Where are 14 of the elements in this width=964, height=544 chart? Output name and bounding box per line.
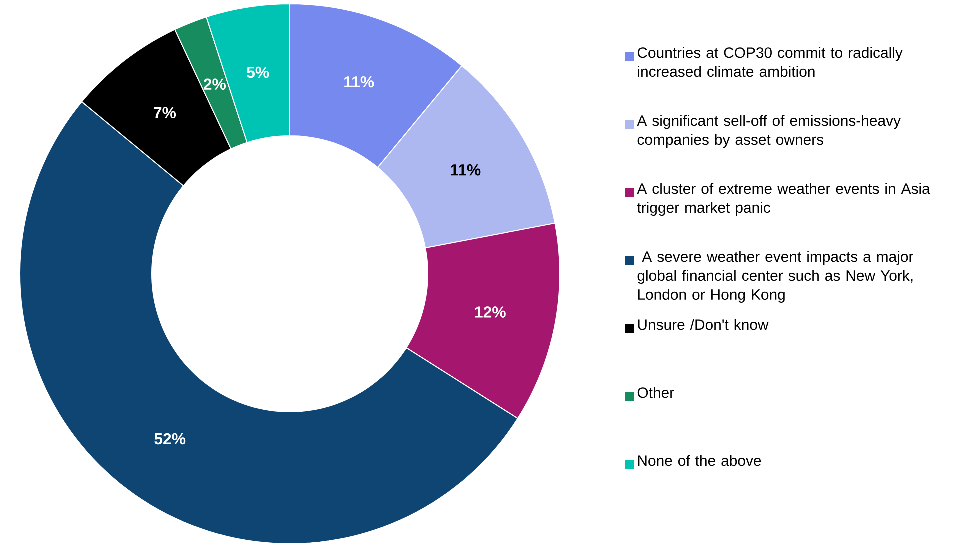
legend-label: A severe weather event impacts a major global financial center such as New York, London or Hong Kong	[638, 250, 914, 303]
data-label: 11%	[451, 164, 481, 176]
data-label: 7%	[154, 106, 176, 118]
data-label: 2%	[204, 78, 226, 90]
legend-label: Unsure /Don't know	[638, 318, 769, 330]
data-label: 52%	[154, 433, 186, 444]
legend-label: Countries at COP30 commit to radically increased climate ambition	[638, 46, 903, 77]
data-label: 5%	[247, 66, 270, 78]
legend-label: None of the above	[638, 454, 762, 466]
data-label: 12%	[475, 306, 506, 318]
legend-label: A significant sell-off of emissions-heavy companies by asset owners	[637, 114, 901, 148]
data-label: 11%	[344, 76, 374, 88]
legend-label: Other	[638, 386, 674, 398]
legend-label: A cluster of extreme weather events in Asia trigger market panic	[637, 182, 930, 216]
